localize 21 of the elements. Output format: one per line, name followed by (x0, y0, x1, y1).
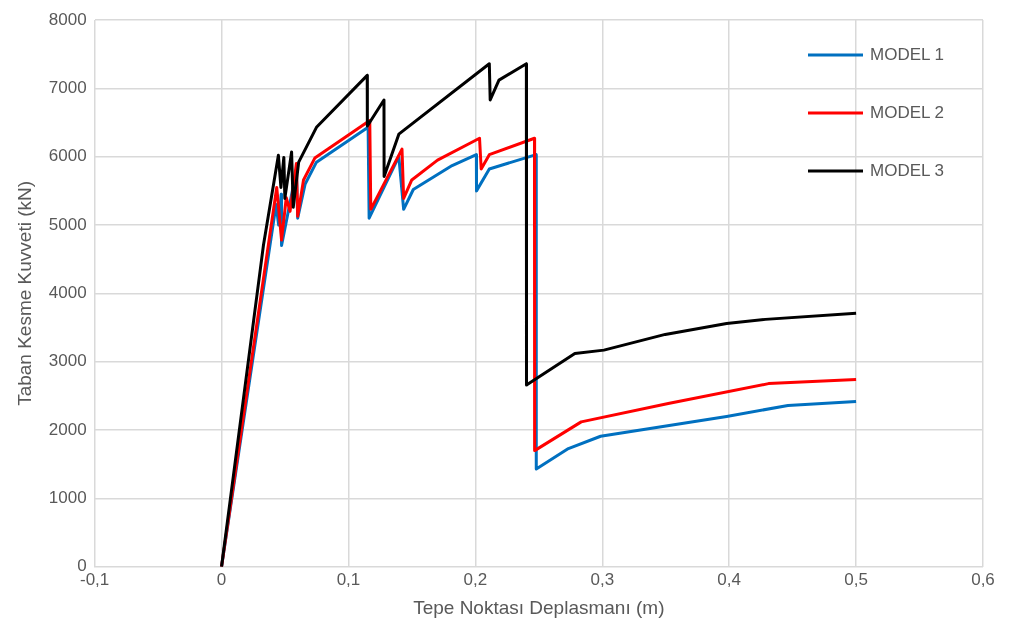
legend-label: MODEL 2 (870, 102, 945, 122)
legend-label: MODEL 1 (870, 44, 945, 64)
y-tick-label: 0 (77, 556, 87, 576)
x-tick-label: 0 (216, 569, 227, 589)
y-axis-title: Taban Kesme Kuvveti (kN) (13, 180, 35, 406)
x-axis-title: Tepe Noktası Deplasmanı (m) (413, 596, 665, 618)
x-tick-label: 0,5 (844, 569, 868, 589)
y-tick-label: 7000 (48, 78, 87, 98)
x-tick-label: 0,6 (971, 569, 995, 589)
x-tick-label: 0,4 (717, 569, 741, 589)
y-tick-label: 4000 (48, 283, 87, 303)
y-tick-label: 5000 (48, 214, 87, 234)
x-tick-label: 0,3 (590, 569, 615, 589)
y-tick-label: 1000 (48, 488, 87, 508)
y-tick-label: 6000 (48, 146, 87, 166)
y-tick-label: 2000 (48, 419, 87, 439)
x-tick-label: 0,2 (463, 569, 488, 589)
y-tick-label: 8000 (48, 9, 87, 29)
x-tick-label: 0,1 (336, 569, 361, 589)
legend-label: MODEL 3 (870, 160, 945, 180)
y-tick-label: 3000 (48, 351, 87, 371)
